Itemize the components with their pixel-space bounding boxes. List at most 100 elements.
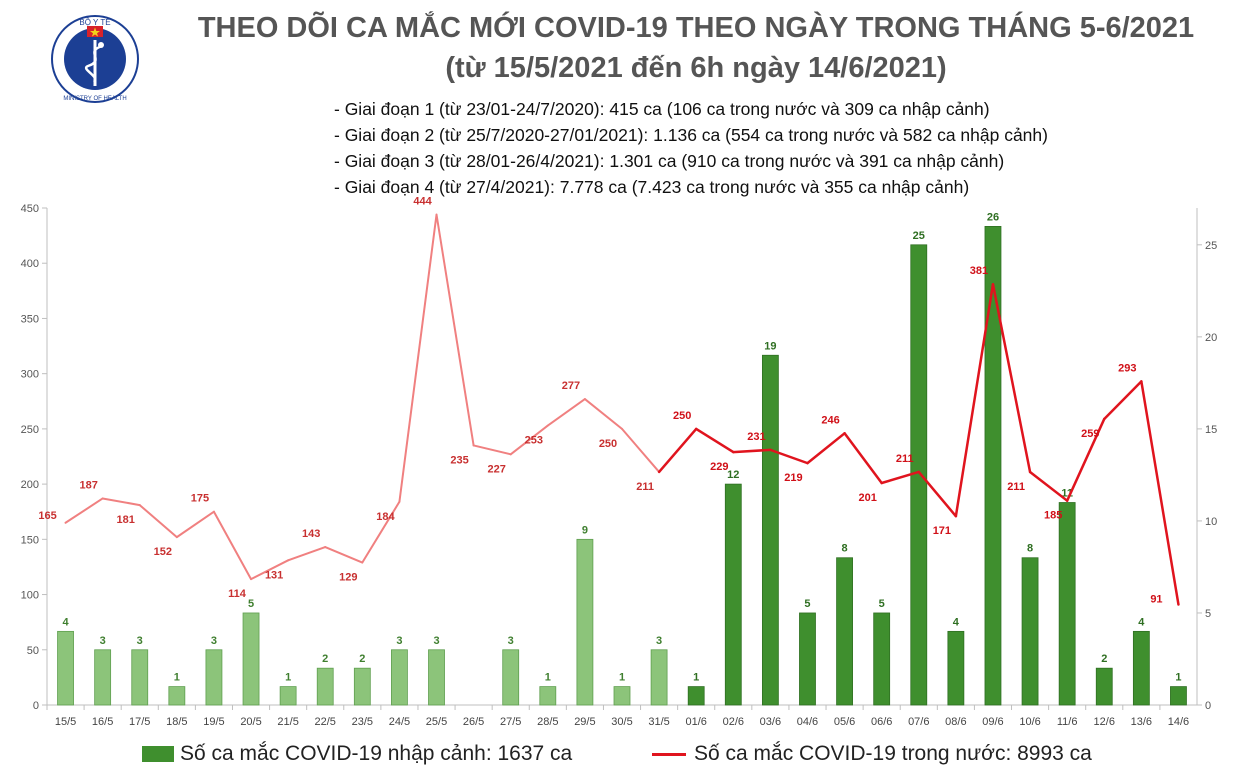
x-tick-label: 13/6 [1131, 716, 1152, 728]
line-segment [509, 424, 549, 456]
line-value-label: 201 [858, 492, 876, 504]
line-value-label: 227 [488, 463, 506, 475]
line-segment [138, 504, 178, 539]
line-value-label: 114 [228, 588, 247, 600]
x-tick-label: 23/5 [352, 716, 373, 728]
line-segment [621, 427, 661, 473]
left-tick-label: 200 [21, 479, 39, 491]
line-value-label: 171 [933, 525, 951, 537]
bar-value-label: 5 [879, 598, 885, 610]
line-value-label: 246 [821, 414, 839, 426]
bar-value-label: 1 [619, 672, 625, 684]
x-tick-label: 22/5 [315, 716, 336, 728]
bar [650, 649, 668, 706]
phase-note-1: - Giai đoạn 1 (từ 23/01-24/7/2020): 415 … [334, 99, 990, 119]
line-value-label: 143 [302, 528, 320, 540]
line-segment [880, 470, 921, 485]
bar-value-label: 2 [322, 653, 328, 665]
line-value-label: 229 [710, 461, 728, 473]
bar [724, 483, 742, 706]
line-segment [954, 282, 995, 518]
right-tick-label: 5 [1205, 608, 1211, 620]
line-value-label: 129 [339, 572, 357, 584]
bar [1095, 667, 1113, 706]
bar [391, 649, 408, 706]
bar-value-label: 2 [1101, 653, 1107, 665]
bar [799, 612, 816, 706]
bar-value-label: 3 [100, 635, 106, 647]
bar [316, 667, 334, 706]
bar [836, 557, 853, 706]
bar-value-label: 8 [842, 543, 848, 555]
bar [947, 630, 965, 706]
line-segment [435, 213, 475, 447]
line-value-label: 211 [636, 481, 654, 493]
x-tick-label: 16/5 [92, 716, 113, 728]
bar-value-label: 1 [174, 672, 180, 684]
line-segment [287, 546, 327, 562]
line-segment [1103, 380, 1143, 421]
left-tick-label: 300 [21, 369, 39, 381]
bar-value-label: 1 [545, 672, 551, 684]
line-segment [175, 510, 215, 539]
x-tick-label: 27/5 [500, 716, 521, 728]
bar [205, 649, 223, 706]
line-segment [250, 559, 290, 581]
bar [242, 612, 260, 706]
line-value-label: 253 [525, 435, 543, 447]
line-value-label: 231 [747, 431, 765, 443]
line-value-label: 219 [784, 472, 802, 484]
line-segment [769, 448, 809, 465]
x-tick-label: 07/6 [908, 716, 929, 728]
right-tick-label: 10 [1205, 516, 1217, 528]
line-value-label: 259 [1081, 428, 1099, 440]
bar-value-label: 1 [1175, 672, 1181, 684]
bar-value-label: 3 [508, 635, 514, 647]
bar-value-label: 2 [359, 653, 365, 665]
line-segment [1065, 417, 1106, 502]
left-tick-label: 350 [21, 313, 39, 325]
x-tick-label: 24/5 [389, 716, 410, 728]
bar-value-label: 1 [285, 672, 291, 684]
legend-line-swatch [652, 752, 686, 756]
x-tick-label: 10/6 [1019, 716, 1040, 728]
left-tick-label: 400 [21, 258, 39, 270]
x-tick-label: 04/6 [797, 716, 818, 728]
x-tick-label: 05/6 [834, 716, 855, 728]
bar [539, 686, 557, 706]
line-segment [64, 497, 104, 524]
bar [131, 649, 149, 706]
legend-bar-label: Số ca mắc COVID-19 nhập cảnh: 1637 ca [180, 742, 573, 765]
line-segment [101, 497, 141, 507]
x-tick-label: 31/5 [648, 716, 669, 728]
line-value-label: 277 [562, 380, 580, 392]
bar [428, 649, 445, 706]
bar [984, 226, 1002, 706]
bar [687, 686, 705, 706]
line-value-label: 185 [1044, 510, 1062, 522]
bar-value-label: 12 [727, 469, 739, 481]
line-segment [806, 432, 846, 465]
caduceus-icon [84, 40, 104, 86]
bar-value-label: 3 [396, 635, 402, 647]
legend-line: Số ca mắc COVID-19 trong nước: 8993 ca [652, 742, 1092, 766]
line-value-label: 235 [450, 454, 468, 466]
bar-value-label: 9 [582, 524, 588, 536]
x-tick-label: 18/5 [166, 716, 187, 728]
bar [1021, 557, 1039, 706]
bar [57, 630, 74, 706]
line-segment [583, 398, 623, 430]
left-tick-label: 100 [21, 590, 39, 602]
line-value-label: 181 [117, 514, 135, 526]
bar-value-label: 3 [656, 635, 662, 647]
x-tick-label: 01/6 [685, 716, 706, 728]
bar [502, 649, 520, 706]
left-tick-label: 250 [21, 424, 39, 436]
line-segment [694, 427, 735, 454]
logo-bottom-text: MINISTRY OF HEALTH [63, 96, 126, 102]
bar-value-label: 25 [913, 230, 925, 242]
x-tick-label: 11/6 [1057, 716, 1078, 728]
line-value-label: 444 [413, 196, 432, 208]
phase-note-3: - Giai đoạn 3 (từ 28/01-26/4/2021): 1.30… [334, 151, 1005, 171]
